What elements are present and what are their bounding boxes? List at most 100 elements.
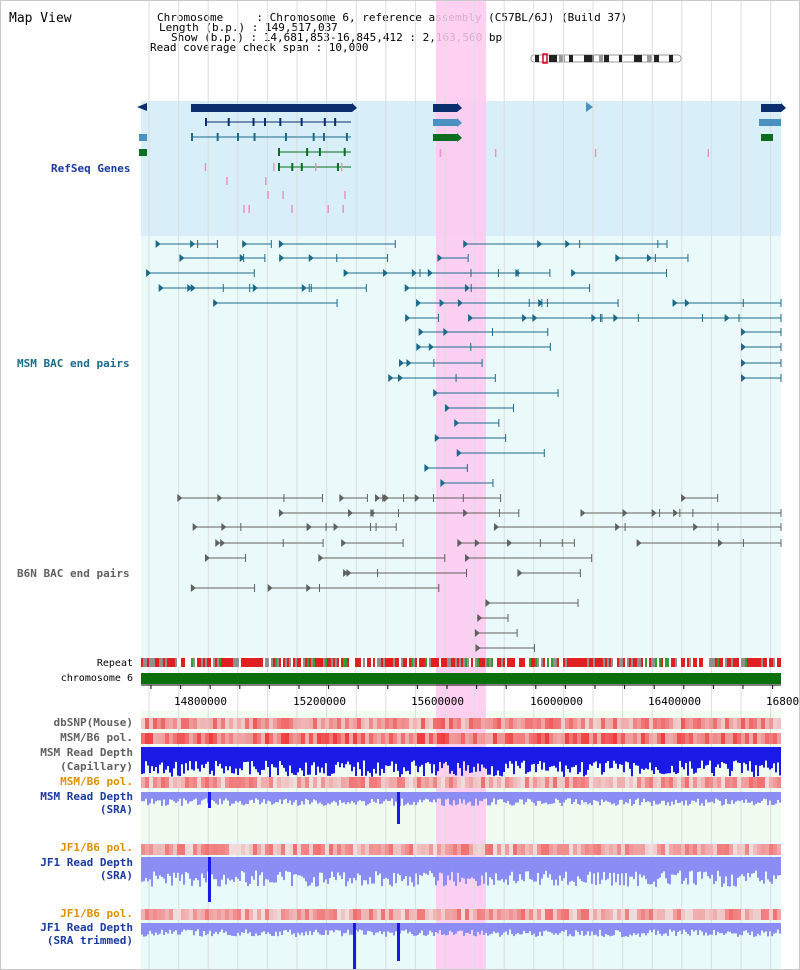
heat-cell xyxy=(537,777,541,788)
heat-cell xyxy=(413,733,417,744)
depth-bar xyxy=(431,857,433,874)
depth-bar xyxy=(473,792,475,806)
msm-bac-track-label[interactable]: MSM BAC end pairs xyxy=(17,357,130,370)
bac-end xyxy=(434,434,440,442)
depth-bar xyxy=(263,923,265,932)
depth-bar xyxy=(419,923,421,933)
heat-cell xyxy=(729,777,733,788)
depth-bar xyxy=(721,792,723,806)
bac-end xyxy=(388,374,394,382)
depth-bar xyxy=(295,857,297,875)
depth-bar xyxy=(241,923,243,933)
msm-b6-pol-track-label[interactable]: MSM/B6 pol. xyxy=(60,731,133,744)
depth-bar xyxy=(531,857,533,880)
depth-bar xyxy=(737,923,739,937)
depth-bar xyxy=(261,792,263,803)
depth-bar xyxy=(755,792,757,804)
heat-cell xyxy=(629,718,633,729)
bac-end xyxy=(741,374,746,382)
heat-cell xyxy=(257,733,261,744)
repeat-segment xyxy=(549,658,551,667)
heat-cell xyxy=(337,777,341,788)
heat-cell xyxy=(725,844,729,855)
heat-cell xyxy=(577,777,581,788)
depth-bar xyxy=(391,792,393,799)
depth-bar xyxy=(695,792,697,803)
heat-cell xyxy=(469,718,473,729)
repeat-segment xyxy=(345,658,347,667)
heat-cell xyxy=(425,909,429,920)
dbsnp-track-label[interactable]: dbSNP(Mouse) xyxy=(53,716,133,729)
refseq-track-label[interactable]: RefSeq Genes xyxy=(51,162,131,175)
depth-bar xyxy=(163,857,165,879)
chromosome-bar xyxy=(141,673,781,684)
depth-bar xyxy=(675,747,677,775)
depth-bar xyxy=(637,747,639,766)
msm-depth-sra-label[interactable]: MSM Read Depth xyxy=(40,790,133,803)
depth-bar xyxy=(523,792,525,805)
heat-cell xyxy=(717,844,721,855)
depth-bar xyxy=(691,857,693,871)
depth-bar xyxy=(691,792,693,801)
depth-bar xyxy=(683,792,685,806)
depth-bar xyxy=(743,857,745,877)
depth-bar xyxy=(615,923,617,931)
chromosome-ideogram[interactable] xyxy=(529,53,684,65)
repeat-segment xyxy=(517,658,519,667)
depth-bar xyxy=(575,923,577,931)
depth-bar xyxy=(665,923,667,934)
snp-mark xyxy=(282,191,284,199)
heat-cell xyxy=(649,777,653,788)
repeat-segment xyxy=(631,658,633,667)
depth-bar xyxy=(753,857,755,873)
depth-bar xyxy=(527,747,529,773)
jf1-b6-pol-track-label[interactable]: JF1/B6 pol. xyxy=(60,841,133,854)
depth-bar xyxy=(709,792,711,803)
depth-bar xyxy=(335,857,337,881)
jf1-depth-sra-label[interactable]: JF1 Read Depth xyxy=(40,856,133,869)
bac-end xyxy=(278,509,284,517)
heat-cell xyxy=(165,718,169,729)
repeat-segment xyxy=(439,658,441,667)
depth-bar xyxy=(715,857,717,882)
heat-cell xyxy=(709,909,713,920)
depth-bar xyxy=(225,792,227,799)
depth-bar xyxy=(627,792,629,804)
repeat-segment xyxy=(281,658,283,667)
heat-cell xyxy=(757,718,761,729)
depth-bar xyxy=(603,923,605,937)
depth-bar xyxy=(703,923,705,936)
heat-cell xyxy=(417,718,421,729)
heat-cell xyxy=(397,909,401,920)
depth-bar xyxy=(707,923,709,936)
msm-depth-capillary-label[interactable]: MSM Read Depth xyxy=(40,746,133,759)
depth-bar xyxy=(631,747,633,777)
depth-bar xyxy=(477,923,479,933)
msm-b6-pol-2-track-label[interactable]: MSM/B6 pol. xyxy=(60,775,133,788)
depth-bar xyxy=(671,857,673,875)
repeat-segment xyxy=(727,658,729,667)
depth-bar xyxy=(387,747,389,767)
depth-bar xyxy=(321,792,323,805)
repeat-segment xyxy=(299,658,301,667)
jf1-depth-trimmed-label[interactable]: JF1 Read Depth xyxy=(40,921,133,934)
repeat-segment xyxy=(161,658,163,667)
heat-cell xyxy=(765,733,769,744)
b6n-bac-track-label[interactable]: B6N BAC end pairs xyxy=(17,567,130,580)
jf1-b6-pol-2-track-label[interactable]: JF1/B6 pol. xyxy=(60,907,133,920)
repeat-segment xyxy=(693,658,695,667)
heat-cell xyxy=(637,718,641,729)
snp-mark xyxy=(291,205,293,213)
heat-cell xyxy=(433,844,437,855)
heat-cell xyxy=(733,909,737,920)
heat-cell xyxy=(341,844,345,855)
repeat-segment xyxy=(615,658,617,667)
heat-cell xyxy=(653,909,657,920)
depth-bar xyxy=(773,747,775,764)
depth-bar xyxy=(451,792,453,806)
depth-bar xyxy=(325,747,327,764)
heat-cell xyxy=(533,777,537,788)
heat-cell xyxy=(465,718,469,729)
exon-block xyxy=(191,133,193,141)
